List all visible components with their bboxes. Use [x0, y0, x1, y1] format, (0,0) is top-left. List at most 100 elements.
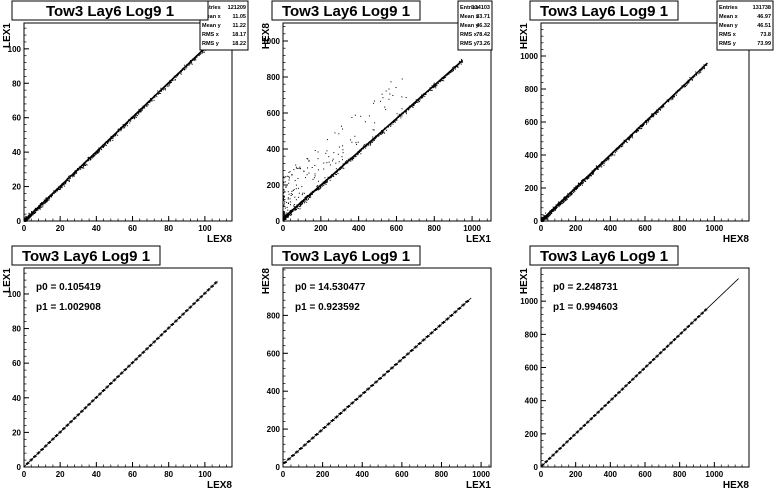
scatter-point	[558, 201, 560, 203]
scatter-point	[373, 139, 375, 141]
y-tick-label: 200	[267, 181, 281, 190]
scatter-point	[349, 139, 351, 141]
scatter-point	[673, 96, 675, 98]
scatter-point	[384, 106, 386, 108]
scatter-point	[332, 175, 334, 177]
scatter-point	[132, 117, 134, 119]
scatter-point	[646, 121, 648, 123]
stats-label: Entries	[460, 5, 479, 11]
scatter-point	[342, 152, 344, 154]
scatter-point	[356, 143, 358, 145]
scatter-point	[357, 153, 359, 155]
scatter-point	[289, 171, 291, 173]
scatter-point	[602, 162, 604, 164]
scatter-point	[299, 206, 301, 208]
scatter-point	[572, 193, 574, 195]
scatter-point	[437, 82, 439, 84]
x-tick-label: 600	[638, 470, 652, 479]
scatter-point	[162, 89, 164, 91]
scatter-point	[193, 59, 195, 61]
y-tick-label: 60	[12, 114, 21, 123]
scatter-point	[136, 115, 138, 117]
scatter-point	[632, 137, 634, 139]
scatter-point	[35, 208, 37, 210]
scatter-point	[97, 151, 99, 153]
x-tick-label: 0	[281, 224, 286, 233]
scatter-point	[287, 216, 289, 218]
scatter-point	[298, 196, 300, 198]
scatter-point	[46, 200, 48, 202]
stats-label: Mean y	[460, 23, 480, 29]
y-tick-label: 1000	[262, 37, 280, 46]
scatter-point	[316, 186, 318, 188]
x-tick-label: 400	[604, 470, 618, 479]
scatter-point	[433, 82, 435, 84]
scatter-point	[386, 129, 388, 131]
scatter-point	[196, 56, 198, 58]
scatter-point	[414, 102, 416, 104]
scatter-point	[283, 176, 285, 178]
scatter-point	[102, 146, 104, 148]
scatter-point	[284, 200, 286, 202]
scatter-point	[88, 160, 90, 162]
scatter-point	[141, 110, 143, 112]
scatter-point	[425, 94, 427, 96]
y-tick-label: 600	[267, 109, 281, 118]
y-tick-label: 800	[525, 85, 539, 94]
scatter-point	[147, 104, 149, 106]
scatter-point	[290, 193, 292, 195]
scatter-point	[372, 129, 374, 131]
scatter-point	[549, 214, 551, 216]
scatter-point	[342, 145, 344, 147]
scatter-point	[457, 65, 459, 67]
scatter-point	[177, 75, 179, 77]
scatter-point	[577, 187, 579, 189]
scatter-point	[448, 73, 450, 75]
scatter-point	[350, 160, 352, 162]
y-axis-label: LEX1	[2, 23, 13, 48]
scatter-point	[431, 85, 433, 87]
scatter-point	[301, 203, 303, 205]
scatter-point	[117, 128, 119, 130]
scatter-point	[542, 219, 544, 221]
scatter-point	[83, 167, 85, 169]
scatter-point	[164, 89, 166, 91]
scatter-point	[573, 191, 575, 193]
scatter-point	[46, 201, 48, 203]
scatter-point	[354, 114, 356, 116]
scatter-point	[653, 116, 655, 118]
scatter-point	[575, 188, 577, 190]
scatter-point	[102, 146, 104, 148]
scatter-point	[706, 64, 708, 66]
title-frame	[11, 0, 209, 21]
scatter-point	[575, 185, 577, 187]
scatter-point	[550, 212, 552, 214]
scatter-point	[691, 79, 693, 81]
stats-value: 46.32	[476, 23, 490, 29]
stats-value: 46.51	[757, 23, 771, 29]
scatter-point	[82, 165, 84, 167]
scatter-point	[317, 189, 319, 191]
scatter-point	[326, 180, 328, 182]
scatter-point	[363, 145, 365, 147]
scatter-point	[440, 80, 442, 82]
scatter-point	[33, 212, 35, 214]
scatter-point	[149, 98, 151, 100]
scatter-point	[138, 111, 140, 113]
scatter-point	[610, 155, 612, 157]
scatter-point	[125, 124, 127, 126]
scatter-point	[351, 117, 353, 119]
scatter-point	[63, 185, 65, 187]
scatter-point	[291, 212, 293, 214]
scatter-point	[346, 162, 348, 164]
scatter-point	[81, 167, 83, 169]
scatter-point	[432, 87, 434, 89]
scatter-point	[389, 93, 391, 95]
scatter-point	[543, 215, 545, 217]
scatter-point	[288, 193, 290, 195]
y-tick-label: 0	[276, 463, 281, 472]
scatter-point	[40, 206, 42, 208]
scatter-point	[359, 151, 361, 153]
scatter-point	[143, 107, 145, 109]
